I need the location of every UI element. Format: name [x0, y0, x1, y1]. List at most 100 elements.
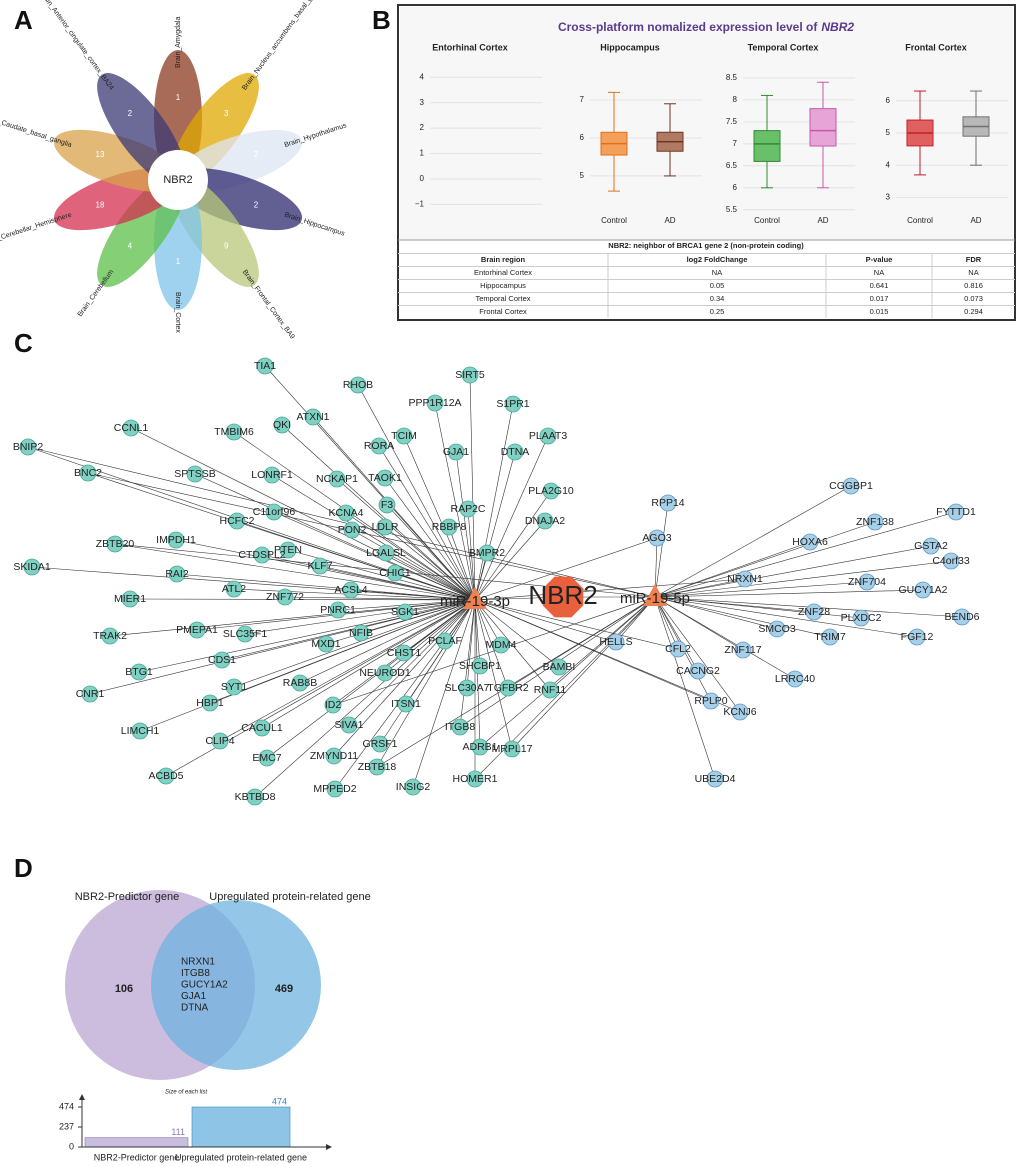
gene-node [922, 537, 940, 555]
edge [219, 599, 476, 742]
gene-node [914, 581, 932, 599]
gene-label: PLXDC2 [841, 612, 882, 624]
gene-node [492, 636, 510, 654]
gene-node [342, 581, 360, 599]
petal-name: Brain_Cortex [174, 292, 181, 333]
gene-node [459, 500, 477, 518]
bar-value: 474 [272, 1096, 287, 1106]
gene-label: AGO3 [642, 532, 671, 544]
gene-node [157, 767, 175, 785]
gene-label: LONRF1 [251, 469, 293, 481]
gene-node [376, 469, 394, 487]
gene-node [23, 558, 41, 576]
gene-node [947, 503, 965, 521]
gene-node [536, 512, 554, 530]
gene-node [304, 408, 322, 426]
gene-label: CLIP4 [205, 735, 234, 747]
gene-node [689, 662, 707, 680]
group-label: Control [754, 216, 780, 225]
edge [434, 402, 476, 601]
petal-count: 4 [128, 241, 133, 250]
venn-intersection-gene: NRXN1 [181, 957, 215, 968]
gene-node [478, 544, 496, 562]
table-cell: NA [874, 268, 884, 277]
edge [266, 599, 476, 759]
gene-label: MIER1 [114, 593, 146, 605]
panel-label: C [14, 328, 33, 358]
y-tick-label: 474 [59, 1101, 74, 1111]
gene-node [225, 678, 243, 696]
table-caption: NBR2: neighbor of BRCA1 gene 2 (non-prot… [608, 241, 804, 250]
gene-label: ACBD5 [148, 770, 183, 782]
group-label: AD [817, 216, 828, 225]
gene-label: ZNF28 [798, 606, 830, 618]
gene-node [447, 443, 465, 461]
edge [376, 596, 656, 768]
gene-node [648, 529, 666, 547]
edge [271, 474, 476, 601]
gene-node [370, 437, 388, 455]
edge [130, 427, 476, 601]
petal-count: 9 [224, 241, 229, 250]
petal-name: Brain_Nucleus_accumbens_basal_ganglia [241, 0, 324, 92]
gene-node [506, 443, 524, 461]
gene-node [768, 620, 786, 638]
gene-label: PLAAT3 [529, 430, 567, 442]
edge [474, 451, 516, 601]
edge [466, 599, 476, 689]
gene-node [337, 504, 355, 522]
edge [336, 478, 476, 601]
gene-node [225, 580, 243, 598]
axis-arrow [79, 1094, 85, 1100]
petal-name: Brain_Frontal_Cortex_BA9 [241, 269, 296, 341]
group-label: Control [907, 216, 933, 225]
gene-node [122, 419, 140, 437]
gene-node [101, 627, 119, 645]
gene-label: S1PR1 [496, 398, 529, 410]
gene-label: HELLS [599, 636, 632, 648]
table-cell: 0.015 [870, 307, 889, 316]
gene-node [253, 546, 271, 564]
box [809, 108, 837, 147]
edge [469, 374, 476, 601]
table-cell: 0.294 [964, 307, 983, 316]
region-title: Entorhinal Cortex [432, 42, 508, 52]
x-tick-label: Upregulated protein-related gene [175, 1152, 307, 1162]
edge [334, 599, 476, 790]
venn-right-name: Upregulated protein-related gene [209, 891, 370, 903]
y-tick-label: 6 [580, 133, 585, 142]
gene-label: F3 [381, 499, 393, 511]
edge [138, 599, 476, 673]
gene-node [471, 657, 489, 675]
edge [325, 599, 476, 645]
gene-label: CACUL1 [241, 722, 283, 734]
edge [654, 596, 741, 713]
gene-label: SHCBP1 [459, 660, 501, 672]
gene-node [378, 496, 396, 514]
gene-label: CGGBP1 [829, 480, 873, 492]
y-tick-label: 6 [886, 96, 891, 105]
bar [191, 1106, 291, 1148]
gene-node [801, 533, 819, 551]
edge [394, 572, 476, 601]
gene-node [376, 664, 394, 682]
bar-title: Size of each list [165, 1090, 207, 1096]
edge [474, 435, 549, 601]
gene-label: LRRC40 [775, 673, 815, 685]
venn-left-name: NBR2-Predictor gene [75, 891, 180, 903]
gene-node [329, 601, 347, 619]
y-tick-label: 237 [59, 1121, 74, 1131]
edge [385, 552, 476, 601]
gene-node [731, 703, 749, 721]
gene-node [236, 625, 254, 643]
gene-label: TRIM7 [814, 631, 846, 643]
gene-node [131, 722, 149, 740]
edge [654, 511, 957, 598]
edge [319, 565, 476, 601]
edge [345, 512, 476, 601]
y-tick-label: 8 [733, 95, 738, 104]
edge [139, 599, 476, 732]
edge [273, 511, 476, 601]
gene-label: RAB8B [283, 677, 317, 689]
y-tick-label: 0 [69, 1141, 74, 1151]
